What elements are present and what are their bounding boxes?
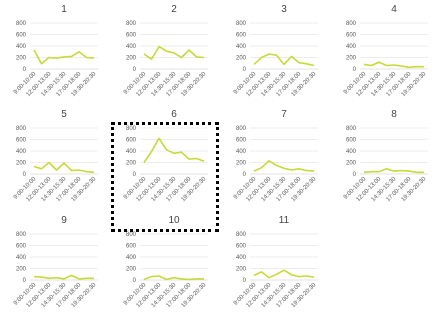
series-line: [363, 168, 424, 174]
panel-8: 802004006008009:00-10:0012:00-13:0014:30…: [343, 109, 428, 203]
y-tick-label: 200: [346, 56, 357, 62]
panel-5: 502004006008009:00-10:0012:00-13:0014:30…: [13, 109, 98, 203]
panel-title: 7: [281, 109, 287, 120]
y-tick-label: 600: [126, 33, 137, 39]
y-tick-label: 600: [16, 33, 27, 39]
panel-title: 11: [279, 215, 290, 226]
panel-title: 1: [61, 4, 67, 15]
panel-2: 202004006008009:00-10:0012:00-13:0014:30…: [123, 4, 208, 98]
y-tick-label: 0: [133, 67, 137, 73]
series-line: [33, 161, 95, 174]
y-tick-label: 200: [16, 267, 27, 273]
y-tick-label: 600: [236, 33, 247, 39]
y-tick-label: 800: [16, 232, 27, 238]
y-tick-label: 0: [243, 278, 247, 284]
y-tick-label: 200: [16, 56, 27, 62]
y-tick-label: 400: [16, 255, 27, 261]
panel-7: 702004006008009:00-10:0012:00-13:0014:30…: [233, 109, 318, 203]
y-tick-label: 200: [236, 56, 247, 62]
y-tick-label: 400: [16, 44, 27, 50]
panel-4: 402004006008009:00-10:0012:00-13:0014:30…: [343, 4, 428, 98]
y-tick-label: 800: [126, 126, 137, 132]
y-tick-label: 400: [236, 255, 247, 261]
y-tick-label: 0: [243, 67, 247, 73]
y-tick-label: 400: [16, 149, 27, 155]
y-tick-label: 800: [346, 126, 357, 132]
y-tick-label: 600: [346, 138, 357, 144]
y-tick-label: 0: [23, 278, 27, 284]
y-tick-label: 400: [126, 149, 137, 155]
y-tick-label: 0: [23, 172, 27, 178]
y-tick-label: 800: [126, 21, 137, 27]
y-tick-label: 800: [16, 126, 27, 132]
panel-title: 10: [168, 215, 180, 226]
y-tick-label: 800: [126, 232, 137, 238]
y-tick-label: 0: [353, 67, 357, 73]
y-tick-label: 200: [346, 161, 357, 167]
series-line: [253, 269, 315, 279]
panel-9: 902004006008009:00-10:0012:00-13:0014:30…: [13, 215, 98, 309]
y-tick-label: 800: [236, 21, 247, 27]
panel-title: 5: [61, 109, 67, 120]
highlight-dotted-frame: [111, 122, 219, 232]
y-tick-label: 800: [346, 21, 357, 27]
y-tick-label: 400: [236, 44, 247, 50]
series-line: [143, 45, 205, 61]
y-tick-label: 200: [16, 161, 27, 167]
series-line: [143, 137, 205, 163]
y-tick-label: 200: [236, 267, 247, 273]
y-tick-label: 0: [23, 67, 27, 73]
panel-1: 102004006008009:00-10:0012:00-13:0014:30…: [13, 4, 98, 98]
y-tick-label: 800: [236, 126, 247, 132]
y-tick-label: 0: [133, 172, 137, 178]
y-tick-label: 0: [353, 172, 357, 178]
y-tick-label: 0: [243, 172, 247, 178]
y-tick-label: 600: [126, 244, 137, 250]
series-line: [253, 53, 315, 67]
series-line: [33, 49, 95, 65]
y-tick-label: 800: [236, 232, 247, 238]
y-tick-label: 600: [236, 138, 247, 144]
y-tick-label: 600: [16, 244, 27, 250]
y-tick-label: 200: [126, 267, 137, 273]
panel-title: 2: [171, 4, 177, 15]
panel-11: 1102004006008009:00-10:0012:00-13:0014:3…: [233, 215, 318, 309]
series-line: [33, 274, 94, 280]
panel-title: 3: [281, 4, 287, 15]
y-tick-label: 0: [133, 278, 137, 284]
y-tick-label: 600: [236, 244, 247, 250]
y-tick-label: 400: [346, 149, 357, 155]
y-tick-label: 400: [346, 44, 357, 50]
series-line: [253, 160, 315, 172]
panel-title: 4: [391, 4, 397, 15]
y-tick-label: 200: [126, 56, 137, 62]
y-tick-label: 600: [126, 138, 137, 144]
panel-title: 9: [61, 215, 67, 226]
y-tick-label: 400: [126, 44, 137, 50]
panel-title: 6: [171, 109, 177, 120]
y-tick-label: 200: [126, 161, 137, 167]
y-tick-label: 200: [236, 161, 247, 167]
panel-3: 302004006008009:00-10:0012:00-13:0014:30…: [233, 4, 318, 98]
y-tick-label: 800: [16, 21, 27, 27]
y-tick-label: 600: [346, 33, 357, 39]
series-line: [143, 275, 204, 281]
y-tick-label: 400: [126, 255, 137, 261]
series-line: [363, 61, 424, 69]
y-tick-label: 600: [16, 138, 27, 144]
y-tick-label: 400: [236, 149, 247, 155]
panel-title: 8: [391, 109, 397, 120]
